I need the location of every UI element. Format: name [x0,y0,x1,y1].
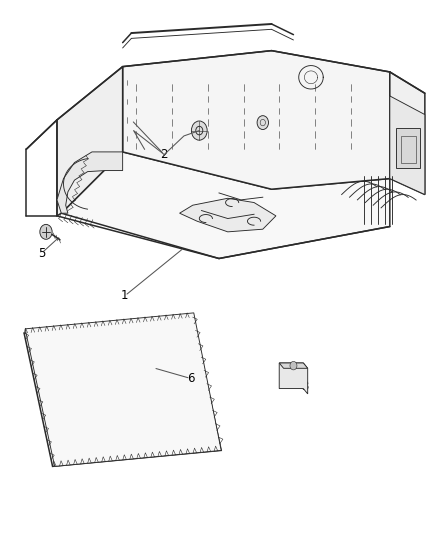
Polygon shape [25,313,221,466]
Circle shape [257,116,268,130]
Polygon shape [123,51,390,189]
Polygon shape [390,72,425,195]
Text: 2: 2 [160,148,168,161]
Polygon shape [24,317,221,466]
Polygon shape [57,152,123,213]
Text: 3: 3 [301,380,308,393]
Text: 6: 6 [187,372,194,385]
Bar [396,128,420,168]
Polygon shape [390,96,425,195]
Circle shape [40,224,52,239]
Bar [401,136,416,163]
Polygon shape [61,152,390,259]
Polygon shape [279,363,307,368]
Polygon shape [180,198,276,232]
Text: 5: 5 [38,247,45,260]
Circle shape [191,121,207,140]
Polygon shape [57,67,123,216]
Text: 1: 1 [121,289,129,302]
Polygon shape [279,363,307,394]
Circle shape [290,361,297,370]
